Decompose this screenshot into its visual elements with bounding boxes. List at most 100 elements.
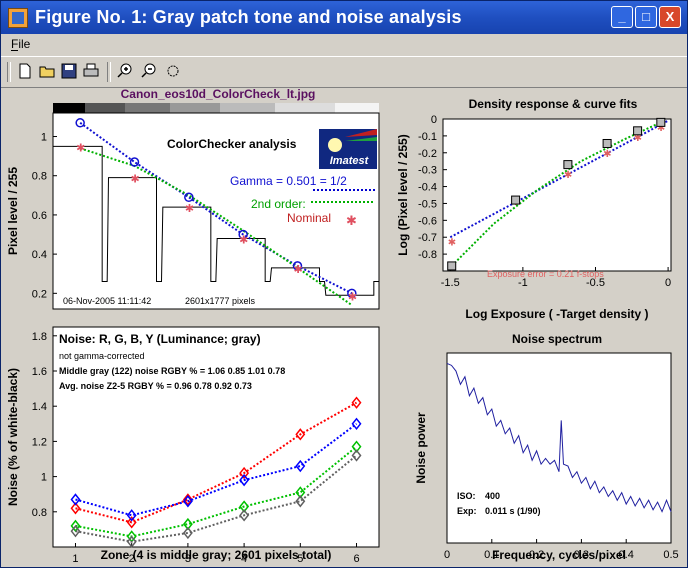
- nominal-point: ✱: [348, 291, 357, 303]
- density-xtick-label: -1.5: [441, 277, 460, 289]
- noise-point: [351, 396, 362, 409]
- density-ytick-label: -0.1: [418, 131, 437, 143]
- tone-heading: ColorChecker analysis: [167, 137, 297, 151]
- noise-point: [295, 495, 306, 508]
- density-ytick-label: -0.2: [418, 148, 437, 160]
- capture-date: 06-Nov-2005 11:11:42: [63, 296, 151, 306]
- density-axes: -1.5 -1 -0.5 0 0 -0.1 -0.2 -0.3 -0.4 -0.5 -0.6 -0.7…: [418, 114, 671, 289]
- noise-plot-area: [52, 326, 380, 548]
- zoom-out-icon[interactable]: [141, 63, 157, 79]
- noise-point: [70, 493, 81, 506]
- noise-point: [70, 519, 81, 533]
- imatest-logo-text: Imatest: [330, 155, 370, 167]
- new-icon[interactable]: [17, 63, 33, 79]
- noise-ytick-label: 1: [41, 472, 47, 484]
- noise-point: [182, 526, 193, 540]
- gamma-point: [238, 229, 248, 240]
- nominal-point: ✱: [239, 234, 248, 246]
- noise-xtick-label: 5: [297, 553, 303, 565]
- second-order-fit-line: [79, 147, 353, 306]
- window-title: Figure No. 1: Gray patch tone and noise …: [35, 7, 462, 27]
- toolbar-separator: [107, 62, 111, 82]
- iso-label: ISO:: [457, 491, 476, 501]
- maximize-button[interactable]: □: [635, 6, 657, 28]
- close-button[interactable]: X: [659, 6, 681, 28]
- gamma-point: [292, 261, 303, 271]
- print-icon[interactable]: [83, 63, 99, 79]
- noise-point: [70, 524, 81, 538]
- gamma-point: [129, 157, 140, 167]
- gamma-label: Gamma = 0.501 = 1/2: [230, 174, 347, 188]
- noise-xtick-label: 3: [185, 553, 191, 565]
- nominal-point: ✱: [185, 203, 194, 215]
- gamma-point: [184, 192, 194, 203]
- density-plot-area: [442, 118, 672, 272]
- tone-y-ticks: 1 0.8 0.6 0.4 0.2: [32, 132, 57, 300]
- rotate-icon[interactable]: [165, 63, 181, 79]
- nominal-point: ✱: [294, 264, 303, 276]
- zoom-in-icon[interactable]: [117, 63, 133, 79]
- gamma-point: [347, 288, 357, 299]
- nominal-point: ✱: [76, 142, 85, 154]
- noise-series-line: [75, 445, 358, 538]
- exposure-error-label: Exposure error = 0.21 f-stops: [487, 269, 604, 279]
- second-order-label: 2nd order:: [251, 197, 306, 211]
- tone-ytick-label: 1: [41, 132, 47, 144]
- noise-point: [295, 459, 306, 473]
- exposure-label: Exp:: [457, 506, 477, 516]
- density-linear-fit: [449, 119, 669, 239]
- spectrum-title: Noise spectrum: [512, 332, 602, 346]
- gamma-point: [75, 118, 85, 128]
- tone-ytick-label: 0.8: [32, 171, 47, 183]
- noise-series-line: [75, 423, 358, 517]
- image-filename: Canon_eos10d_ColorCheck_lt.jpg: [121, 89, 316, 101]
- density-measured-point: [447, 261, 457, 271]
- noise-point: [351, 449, 362, 462]
- save-icon[interactable]: [61, 63, 77, 79]
- tone-ylabel: Pixel level / 255: [6, 167, 20, 255]
- minimize-button[interactable]: _: [611, 6, 633, 28]
- density-nominal-point: ✱: [603, 149, 611, 160]
- density-ytick-label: -0.8: [418, 249, 437, 261]
- density-xtick-label: 0: [665, 277, 671, 289]
- density-ytick-label: -0.5: [418, 198, 437, 210]
- nominal-point: ✱: [131, 174, 140, 186]
- spectrum-series: [446, 362, 672, 513]
- tone-ytick-label: 0.6: [32, 210, 47, 222]
- menu-file[interactable]: File: [11, 37, 31, 51]
- tone-patch-profile: [53, 145, 379, 296]
- noise-point: [126, 509, 137, 522]
- tone-ytick-label: 0.4: [32, 249, 47, 261]
- noise-point: [351, 417, 362, 431]
- spectrum-xtick-label: 0.5: [663, 549, 678, 561]
- noise-xtick-label: 1: [72, 553, 78, 565]
- density-nominal-point: ✱: [448, 238, 456, 249]
- toolbar-grip: [7, 62, 11, 82]
- density-ytick-label: -0.7: [418, 232, 437, 244]
- density-measured-point: [511, 195, 521, 205]
- density-ylabel: Log (Pixel level / 255): [396, 134, 410, 255]
- density-ytick-label: -0.6: [418, 215, 437, 227]
- title-bar[interactable]: Figure No. 1: Gray patch tone and noise …: [1, 1, 687, 34]
- noise-xtick-label: 6: [353, 553, 359, 565]
- noise-point: [239, 466, 250, 480]
- noise-point: [239, 509, 250, 522]
- density-measured-point: [602, 138, 612, 148]
- noise-xtick-label: 2: [129, 553, 135, 565]
- density-xtick-label: -1: [518, 277, 528, 289]
- spectrum-xtick-label: 0.4: [619, 549, 634, 561]
- tone-ytick-label: 0.2: [32, 288, 47, 300]
- spectrum-line: [446, 362, 672, 513]
- noise-ytick-label: 1.2: [32, 436, 47, 448]
- open-icon[interactable]: [39, 63, 55, 79]
- spectrum-xtick-label: 0: [444, 549, 450, 561]
- noise-series: [70, 396, 362, 548]
- density-measured-point: [656, 117, 666, 127]
- density-ytick-label: 0: [431, 114, 437, 126]
- exposure-value: 0.011 s (1/90): [485, 506, 541, 516]
- spectrum-xtick-label: 0.3: [574, 549, 589, 561]
- noise-ytick-label: 1.6: [32, 366, 47, 378]
- noise-ytick-label: 1.4: [32, 401, 47, 413]
- gray-strip: [53, 103, 379, 113]
- density-series: ✱✱✱✱✱✱: [447, 117, 669, 271]
